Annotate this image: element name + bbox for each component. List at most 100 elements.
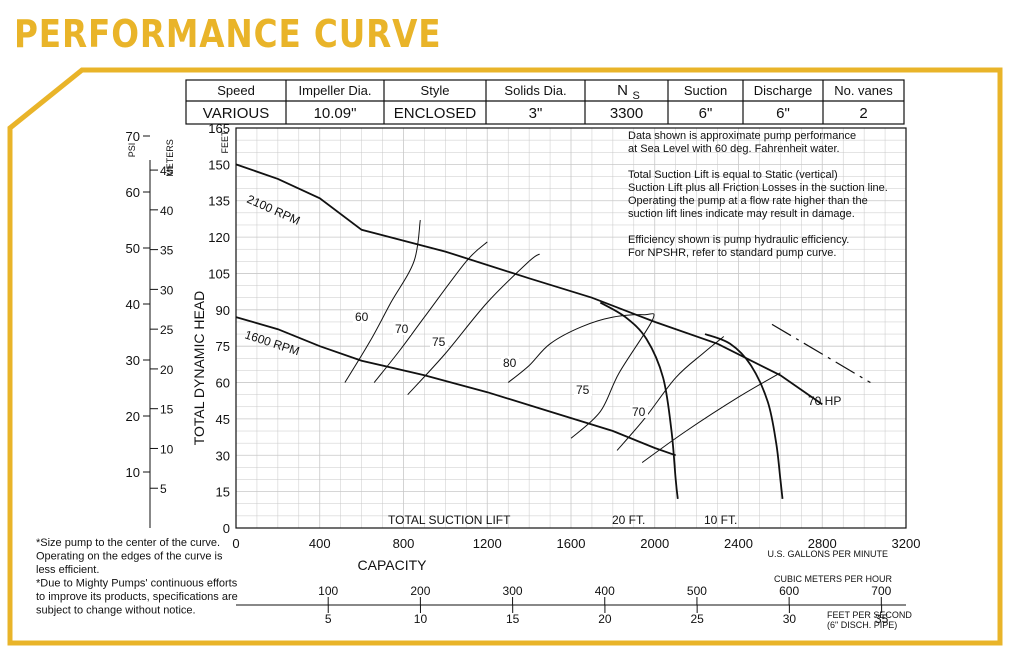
cmh-tick-label: 100 bbox=[318, 584, 338, 598]
cmh-tick-label: 300 bbox=[503, 584, 523, 598]
table-header-cell: Style bbox=[421, 83, 450, 98]
psi-tick-label: 20 bbox=[126, 409, 140, 424]
series-label: 10 FT. bbox=[704, 513, 737, 527]
power-line bbox=[771, 323, 871, 384]
table-header-cell: Suction bbox=[684, 83, 727, 98]
footnote-line: to improve its products, specifications … bbox=[36, 591, 238, 603]
suction-lift-curve bbox=[704, 333, 784, 500]
table-header-cell: Speed bbox=[217, 83, 255, 98]
y-tick-label: 60 bbox=[216, 376, 230, 391]
y-tick-label: 30 bbox=[216, 448, 230, 463]
x-tick-label: 2800 bbox=[808, 536, 837, 551]
y-tick-label: 0 bbox=[223, 521, 230, 536]
y-tick-label: 165 bbox=[208, 121, 230, 136]
efficiency-label: 75 bbox=[432, 335, 446, 349]
x-tick-label: 400 bbox=[309, 536, 331, 551]
psi-tick-label: 40 bbox=[126, 297, 140, 312]
fps-axis-label: FEET PER SECOND bbox=[827, 610, 912, 620]
footnote-line: *Size pump to the center of the curve. bbox=[36, 537, 220, 549]
note-line: Efficiency shown is pump hydraulic effic… bbox=[628, 234, 849, 246]
curves bbox=[235, 163, 871, 500]
meters-tick-label: 40 bbox=[160, 204, 174, 218]
x-tick-label: 1200 bbox=[473, 536, 502, 551]
meters-axis-label: METERS bbox=[165, 139, 175, 177]
fps-axis-sublabel: (6" DISCH. PIPE) bbox=[827, 620, 897, 630]
efficiency-label: 80 bbox=[503, 356, 517, 370]
efficiency-label: 70 bbox=[632, 405, 646, 419]
efficiency-line bbox=[373, 241, 488, 383]
y-tick-label: 75 bbox=[216, 339, 230, 354]
efficiency-label: 75 bbox=[576, 383, 590, 397]
y-tick-label: 105 bbox=[208, 266, 230, 281]
table-value-cell: 3300 bbox=[610, 105, 643, 122]
meters-tick-label: 10 bbox=[160, 442, 174, 456]
x-tick-label: 0 bbox=[232, 536, 239, 551]
head-curve bbox=[235, 163, 823, 406]
meters-tick-label: 30 bbox=[160, 283, 174, 297]
fps-tick-label: 35 bbox=[875, 612, 889, 626]
efficiency-label: 70 bbox=[395, 322, 409, 336]
meters-tick-label: 20 bbox=[160, 363, 174, 377]
cmh-tick-label: 600 bbox=[779, 584, 799, 598]
y-tick-label: 150 bbox=[208, 157, 230, 172]
y-units-label: FEET bbox=[220, 130, 230, 154]
x-units-label: U.S. GALLONS PER MINUTE bbox=[767, 549, 888, 559]
suction-lift-curve bbox=[599, 301, 679, 500]
x-tick-label: 800 bbox=[393, 536, 415, 551]
table-header-cell: No. vanes bbox=[834, 83, 893, 98]
cmh-tick-label: 700 bbox=[871, 584, 891, 598]
efficiency-label-bg bbox=[393, 322, 411, 335]
psi-tick-label: 10 bbox=[126, 465, 140, 480]
cmh-tick-label: 400 bbox=[595, 584, 615, 598]
footnote-line: Operating on the edges of the curve is bbox=[36, 551, 223, 563]
table-value-cell: ENCLOSED bbox=[394, 105, 477, 122]
plot-border bbox=[235, 127, 907, 529]
table-header-cell: Solids Dia. bbox=[504, 83, 566, 98]
efficiency-label-bg bbox=[430, 335, 448, 348]
efficiency-label-bg bbox=[353, 310, 371, 323]
note-line: at Sea Level with 60 deg. Fahrenheit wat… bbox=[628, 143, 840, 155]
meters-tick-label: 5 bbox=[160, 482, 167, 496]
footnote-line: subject to change without notice. bbox=[36, 605, 196, 617]
series-label: 20 FT. bbox=[612, 513, 645, 527]
fps-tick-label: 20 bbox=[598, 612, 612, 626]
x-tick-label: 2000 bbox=[640, 536, 669, 551]
note-line: Data shown is approximate pump performan… bbox=[628, 130, 856, 142]
note-line: For NPSHR, refer to standard pump curve. bbox=[628, 247, 836, 259]
fps-tick-label: 5 bbox=[325, 612, 332, 626]
table-header-cell: N bbox=[617, 82, 628, 99]
fps-tick-label: 30 bbox=[783, 612, 797, 626]
efficiency-line bbox=[407, 253, 540, 396]
x-tick-label: 1600 bbox=[557, 536, 586, 551]
table-header-cell: Impeller Dia. bbox=[299, 83, 372, 98]
cmh-tick-label: 200 bbox=[410, 584, 430, 598]
psi-tick-label: 30 bbox=[126, 353, 140, 368]
footnote-line: *Due to Mighty Pumps' continuous efforts bbox=[36, 578, 238, 590]
y-axis-label: TOTAL DYNAMIC HEAD bbox=[191, 291, 207, 446]
page-title: PERFORMANCE CURVE bbox=[14, 12, 442, 56]
frame-border bbox=[7, 67, 1003, 646]
psi-tick-label: 60 bbox=[126, 185, 140, 200]
table-value-cell: 6" bbox=[776, 105, 790, 122]
series-label: 70 HP bbox=[808, 394, 841, 408]
y-tick-label: 120 bbox=[208, 230, 230, 245]
fps-tick-label: 15 bbox=[506, 612, 520, 626]
y-tick-label: 135 bbox=[208, 194, 230, 209]
x-tick-label: 2400 bbox=[724, 536, 753, 551]
fps-tick-label: 10 bbox=[414, 612, 428, 626]
efficiency-line bbox=[616, 336, 725, 451]
note-line: Suction Lift plus all Friction Losses in… bbox=[628, 182, 888, 194]
series-label: 2100 RPM bbox=[245, 192, 302, 228]
table-value-cell: 10.09" bbox=[314, 105, 357, 122]
table-value-cell: VARIOUS bbox=[203, 105, 269, 122]
psi-axis-label: PSI bbox=[127, 143, 137, 158]
efficiency-label-bg bbox=[630, 405, 648, 418]
meters-tick-label: 45 bbox=[160, 164, 174, 178]
head-curve bbox=[235, 316, 676, 457]
series-label: 1600 RPM bbox=[243, 328, 301, 359]
efficiency-label-bg bbox=[574, 383, 592, 396]
note-line: suction lift lines indicate may result i… bbox=[628, 208, 855, 220]
cmh-axis-label: CUBIC METERS PER HOUR bbox=[774, 574, 893, 584]
